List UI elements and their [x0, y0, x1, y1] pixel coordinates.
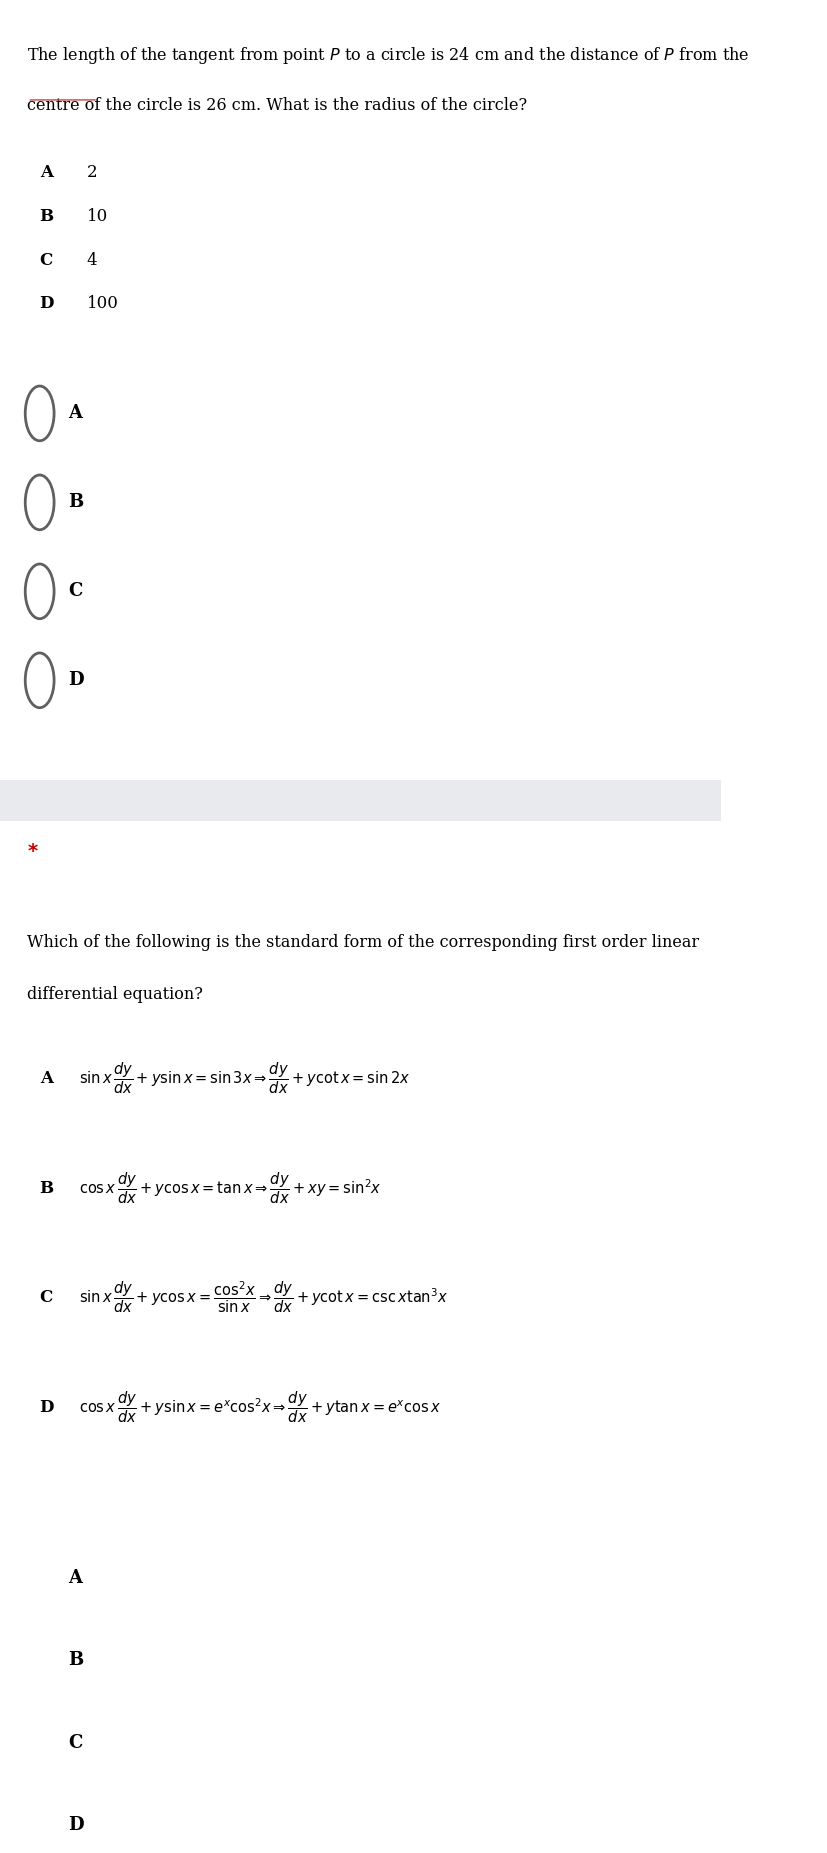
- Text: C: C: [69, 582, 83, 600]
- Text: C: C: [40, 252, 53, 269]
- Text: D: D: [69, 1816, 84, 1834]
- Text: D: D: [69, 671, 84, 689]
- Text: A: A: [69, 404, 83, 422]
- Text: C: C: [40, 1290, 53, 1306]
- Text: centre of the circle is 26 cm. What is the radius of the circle?: centre of the circle is 26 cm. What is t…: [27, 96, 528, 115]
- Text: 4: 4: [87, 252, 97, 269]
- Text: C: C: [69, 1734, 83, 1751]
- Text: $\sin x\,\dfrac{dy}{dx}+y\sin x=\sin 3x\Rightarrow\dfrac{dy}{dx}+y\cot x=\sin 2x: $\sin x\,\dfrac{dy}{dx}+y\sin x=\sin 3x\…: [79, 1062, 411, 1097]
- Text: Which of the following is the standard form of the corresponding first order lin: Which of the following is the standard f…: [27, 934, 700, 951]
- Text: B: B: [40, 1180, 54, 1197]
- Text: 100: 100: [87, 295, 118, 313]
- Text: B: B: [40, 208, 54, 224]
- Text: A: A: [69, 1569, 83, 1588]
- Text: 2: 2: [87, 163, 97, 182]
- Text: B: B: [69, 1651, 84, 1670]
- Text: $\cos x\,\dfrac{dy}{dx}+y\cos x=\tan x\Rightarrow\dfrac{dy}{dx}+xy=\sin^{2}\!x$: $\cos x\,\dfrac{dy}{dx}+y\cos x=\tan x\R…: [79, 1171, 382, 1206]
- Text: The length of the tangent from point $P$ to a circle is 24 cm and the distance o: The length of the tangent from point $P$…: [27, 44, 750, 67]
- Text: $\cos x\,\dfrac{dy}{dx}+y\sin x=e^{x}\cos^{2}\!x\Rightarrow\dfrac{dy}{dx}+y\tan : $\cos x\,\dfrac{dy}{dx}+y\sin x=e^{x}\co…: [79, 1390, 442, 1425]
- Text: 10: 10: [87, 208, 108, 224]
- Text: D: D: [40, 1399, 54, 1416]
- Text: A: A: [40, 1071, 53, 1088]
- Text: *: *: [27, 841, 37, 862]
- Text: A: A: [40, 163, 53, 182]
- Text: $\sin x\,\dfrac{dy}{dx}+y\cos x=\dfrac{\cos^{2}\!x}{\sin x}\Rightarrow\dfrac{dy}: $\sin x\,\dfrac{dy}{dx}+y\cos x=\dfrac{\…: [79, 1280, 448, 1316]
- Text: differential equation?: differential equation?: [27, 986, 203, 1002]
- FancyBboxPatch shape: [0, 780, 721, 821]
- Text: B: B: [69, 493, 84, 511]
- Text: D: D: [40, 295, 54, 313]
